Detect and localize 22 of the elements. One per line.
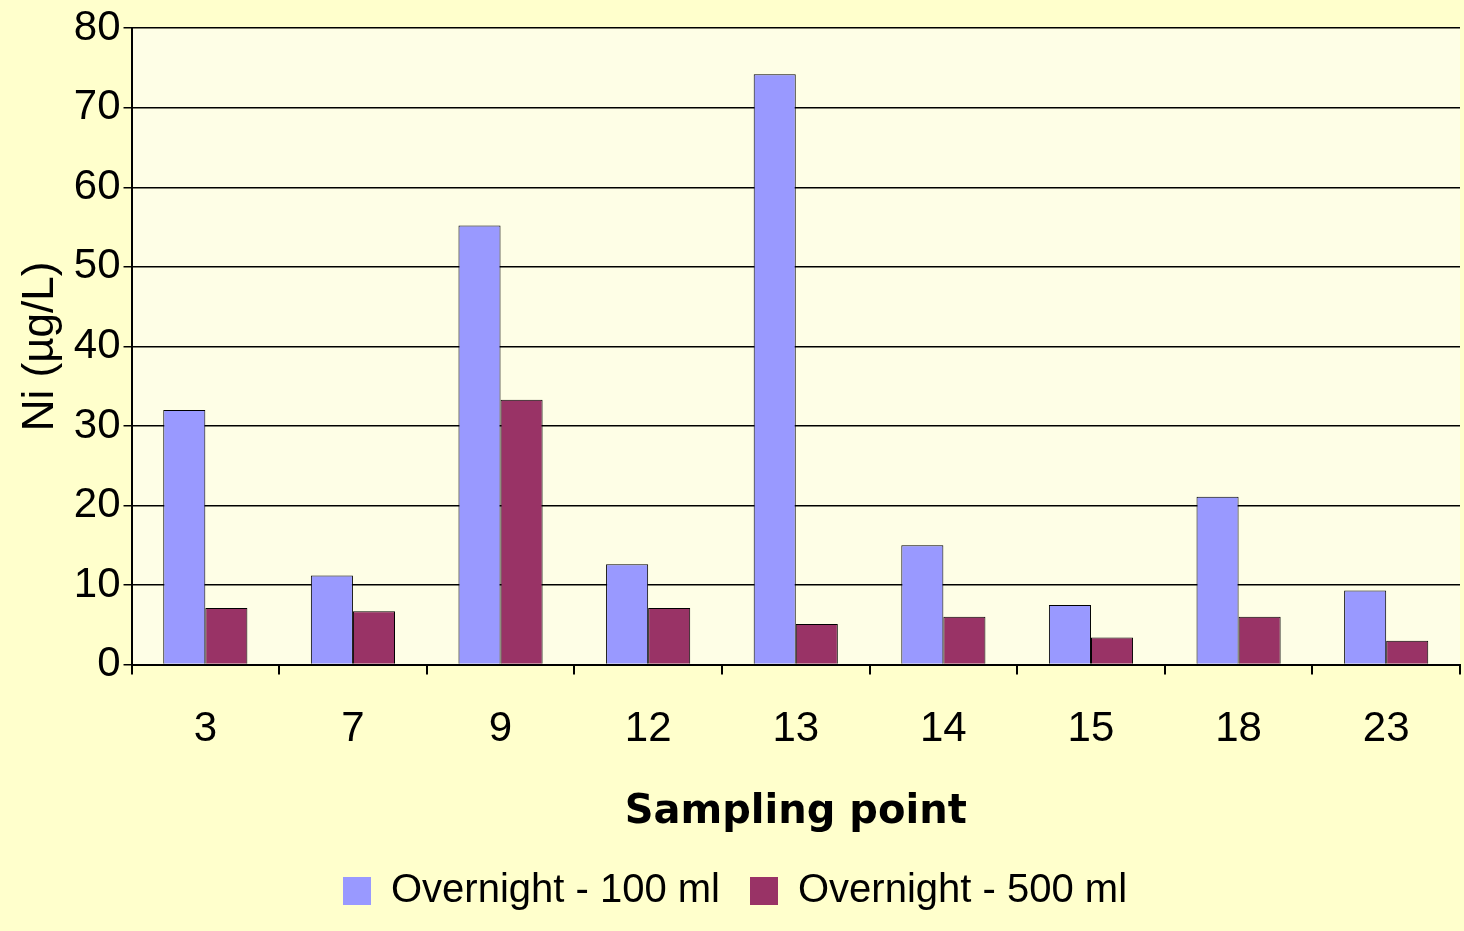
x-tick-label: 13: [772, 703, 820, 751]
y-tick-label: 60: [73, 160, 121, 208]
y-tick-label: 50: [73, 240, 121, 288]
legend-label: Overnight - 100 ml: [390, 866, 721, 911]
x-tick-label: 12: [624, 703, 672, 751]
y-tick-label: 80: [73, 1, 121, 49]
x-axis-title: Sampling point: [624, 786, 967, 833]
x-tick-label: 15: [1067, 703, 1115, 751]
y-tick-label: 20: [73, 479, 121, 527]
y-tick-label: 0: [97, 638, 121, 686]
x-tick-label: 14: [920, 703, 967, 751]
y-tick-label: 10: [73, 558, 121, 606]
x-tick-label: 9: [488, 703, 513, 751]
x-tick-label: 18: [1215, 703, 1262, 751]
y-tick-label: 40: [73, 319, 121, 367]
y-tick-label: 30: [73, 399, 121, 447]
legend-label: Overnight - 500 ml: [798, 866, 1128, 911]
x-tick-label: 7: [341, 703, 365, 751]
y-tick-label: 70: [73, 81, 121, 129]
x-tick-label: 23: [1362, 703, 1410, 751]
y-axis-title: Ni (µg/L): [12, 261, 62, 432]
x-tick-label: 3: [193, 703, 217, 751]
